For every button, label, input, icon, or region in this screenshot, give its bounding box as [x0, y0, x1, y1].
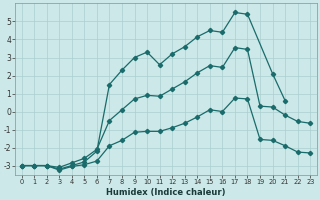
X-axis label: Humidex (Indice chaleur): Humidex (Indice chaleur)	[106, 188, 226, 197]
